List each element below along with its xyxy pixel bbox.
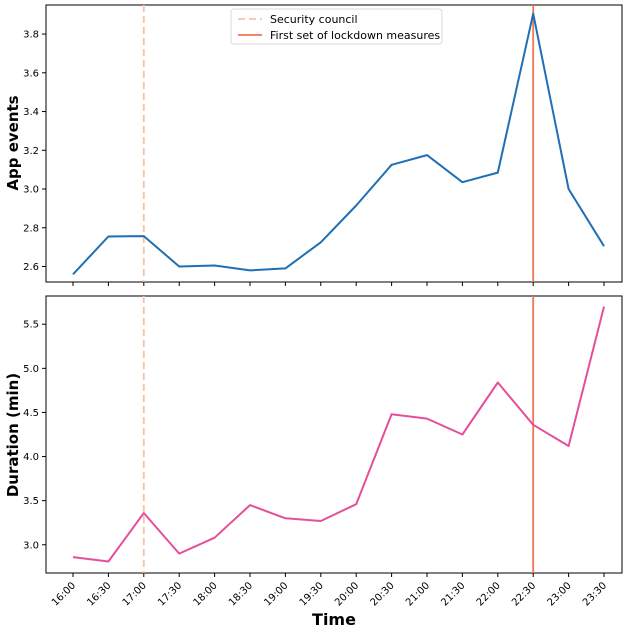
legend-box: [230, 8, 443, 45]
x-tick-label-8: 20:00: [333, 580, 361, 608]
app-events-series-line: [72, 12, 605, 275]
duration-ytick-label-0: 3.0: [23, 540, 39, 551]
app-events-panel: 2.6 2.8 3.0 3.2 3.4 3.6 3.8 App events: [4, 4, 623, 286]
x-tick-label-0: 16:00: [50, 580, 78, 608]
legend-label-1: First set of lockdown measures: [270, 29, 440, 42]
app-events-ytick-label-4: 3.4: [23, 107, 39, 118]
x-tick-label-7: 19:30: [298, 580, 326, 608]
x-tick-label-4: 18:00: [192, 580, 220, 608]
duration-plot-frame: [45, 295, 623, 574]
x-tick-label-6: 19:00: [262, 580, 290, 608]
x-tick-label-5: 18:30: [227, 580, 255, 608]
legend-label-0: Security council: [270, 13, 358, 26]
app-events-ytick-label-0: 2.6: [23, 262, 39, 273]
duration-ytick-label-4: 5.0: [23, 364, 39, 375]
duration-ytick-label-1: 3.5: [23, 496, 39, 507]
x-tick-label-15: 23:30: [581, 580, 609, 608]
legend: Security council First set of lockdown me…: [230, 8, 443, 45]
x-tick-label-10: 21:00: [404, 580, 432, 608]
x-axis: 16:00 16:30 17:00 17:30 18:00 18:30 19:00 19:30…: [50, 580, 609, 629]
x-tick-label-2: 17:00: [121, 580, 149, 608]
duration-ytick-label-3: 4.5: [23, 408, 39, 419]
x-tick-label-11: 21:30: [439, 580, 467, 608]
x-tick-label-3: 17:30: [156, 580, 184, 608]
x-tick-label-12: 22:00: [475, 580, 503, 608]
x-tick-label-9: 20:30: [369, 580, 397, 608]
app-events-ytick-label-3: 3.2: [23, 146, 39, 157]
app-events-plot-frame: [45, 4, 623, 283]
app-events-ytick-label-2: 3.0: [23, 185, 39, 196]
app-events-ytick-label-6: 3.8: [23, 30, 39, 41]
x-axis-label: Time: [312, 610, 356, 629]
app-events-ytick-label-5: 3.6: [23, 68, 39, 79]
duration-ytick-label-2: 4.0: [23, 452, 39, 463]
x-tick-label-13: 22:30: [510, 580, 538, 608]
duration-ylabel: Duration (min): [4, 373, 22, 497]
duration-ytick-label-5: 5.5: [23, 320, 39, 331]
duration-series-line: [72, 306, 605, 563]
duration-panel: 3.0 3.5 4.0 4.5 5.0 5.5 Duration (min): [4, 295, 623, 577]
app-events-ylabel: App events: [4, 95, 22, 190]
x-tick-label-1: 16:30: [85, 580, 113, 608]
x-tick-label-14: 23:00: [546, 580, 574, 608]
app-events-ytick-label-1: 2.8: [23, 223, 39, 234]
